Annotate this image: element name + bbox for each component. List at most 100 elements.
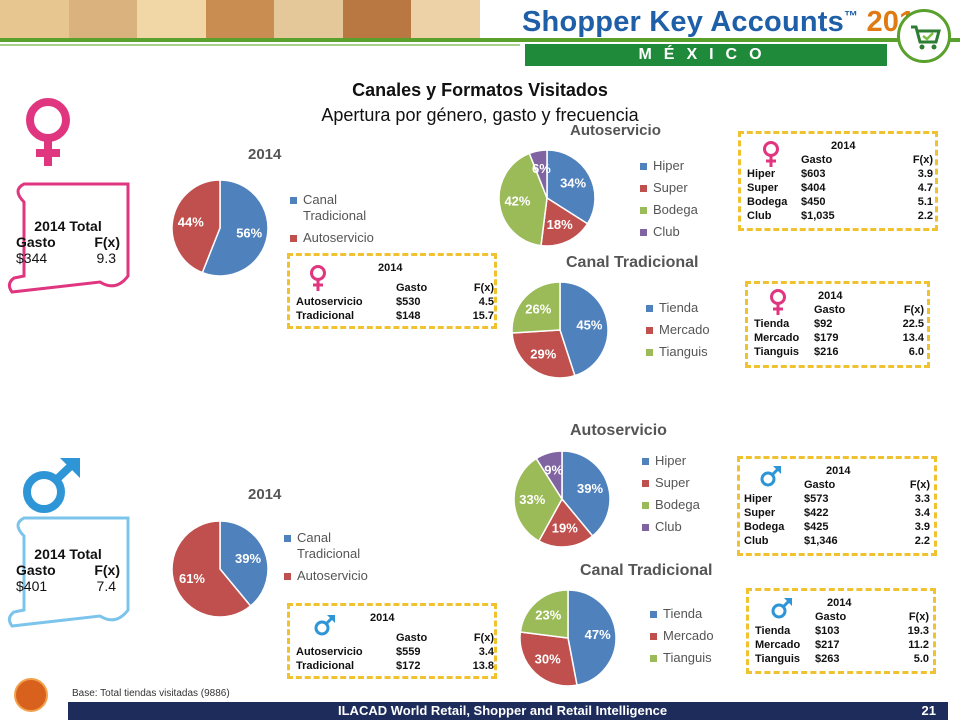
female-channel-spend-box: 2014 Gasto F(x) Autoservicio $530 4.5 Tradicio… xyxy=(287,253,497,329)
legend-label: Super xyxy=(655,475,690,490)
chart-title-female-tradicional: Canal Tradicional xyxy=(566,254,699,271)
male-channel-spend-box: 2014 Gasto F(x) Autoservicio $559 3.4 Tradicio… xyxy=(287,603,497,679)
pie-label-tienda: 47% xyxy=(585,627,611,642)
pie-slice-tianguis xyxy=(511,281,561,334)
female-symbol-icon xyxy=(770,289,786,315)
pie-label-mercado: 30% xyxy=(535,652,561,667)
male-total-col-gasto: Gasto xyxy=(16,562,56,578)
spend-row-fx: 13.8 xyxy=(472,660,494,672)
spend-box-year: 2014 xyxy=(826,465,851,477)
legend-label: Mercado xyxy=(659,322,710,337)
chart-title-male-autoservicio: Autoservicio xyxy=(570,422,667,439)
legend-label: Tienda xyxy=(659,300,699,315)
legend-male-tradicional: Tienda Mercado Tianguis xyxy=(650,606,740,672)
legend-label: Hiper xyxy=(655,453,687,468)
legend-label: Autoservicio xyxy=(297,568,368,583)
pie-chart-male-channel: 39% 61% xyxy=(171,520,269,618)
spend-row-fx: 3.3 xyxy=(914,493,930,505)
male-tradicional-spend-box: 2014 Gasto F(x) Tienda $103 19.3 Mercado $217 11… xyxy=(746,588,936,674)
spend-row-gasto: $179 xyxy=(814,332,839,344)
legend-label: Mercado xyxy=(663,628,714,643)
legend-item-autoservicio: Autoservicio xyxy=(284,568,374,584)
spend-row-fx: 13.4 xyxy=(902,332,924,344)
spend-row-label: Hiper xyxy=(744,493,773,505)
spend-row-gasto: $1,035 xyxy=(801,210,835,222)
legend-item-bodega: Bodega xyxy=(640,202,730,218)
spend-row-fx: 4.7 xyxy=(917,182,933,194)
legend-item-bodega: Bodega xyxy=(642,497,732,513)
spend-row-label: Tianguis xyxy=(754,346,800,358)
pie-label-canal-tradicional: 39% xyxy=(235,551,261,566)
male-total-fx: 7.4 xyxy=(96,578,116,594)
legend-swatch xyxy=(640,185,647,192)
page-number: 21 xyxy=(921,703,936,718)
spend-row-label: Bodega xyxy=(747,196,788,208)
spend-row-gasto: $559 xyxy=(396,646,421,658)
legend-label: Tianguis xyxy=(659,344,708,359)
spend-table-header: Gasto xyxy=(801,154,833,166)
male-symbol-icon xyxy=(760,466,781,487)
male-total-col-fx: F(x) xyxy=(94,562,120,578)
pie-slice-mercado xyxy=(511,329,576,379)
spend-table-header xyxy=(747,154,801,166)
spend-row-gasto: $103 xyxy=(815,625,840,637)
pie-slice-autoservicio xyxy=(171,179,221,274)
legend-item-super: Super xyxy=(642,475,732,491)
header-photo-strip xyxy=(0,0,481,38)
pie-slice-tianguis xyxy=(519,589,569,639)
chart-title-female-2014: 2014 xyxy=(248,146,282,163)
header-photo-1 xyxy=(68,0,138,38)
legend-swatch xyxy=(640,207,647,214)
spend-box-year: 2014 xyxy=(831,140,856,152)
spend-row-gasto: $148 xyxy=(396,310,421,322)
spend-row-gasto: $217 xyxy=(815,639,840,651)
pie-slice-canal-tradicional xyxy=(201,179,269,277)
spend-table: Gasto F(x) Hiper $603 3.9 Super $404 4.7 Bodega $… xyxy=(747,154,933,222)
spend-table-header: Gasto xyxy=(814,304,846,316)
spend-row-gasto: $450 xyxy=(801,196,826,208)
spend-row-gasto: $263 xyxy=(815,653,840,665)
male-total-title: 2014 Total xyxy=(34,546,102,562)
brand-tm: ™ xyxy=(843,7,859,24)
legend-female-channel: Canal Tradicional Autoservicio xyxy=(290,192,380,252)
spend-row-gasto: $422 xyxy=(804,507,829,519)
spend-table-header: F(x) xyxy=(908,611,929,623)
spend-row-label: Tradicional xyxy=(296,660,355,672)
pie-label-bodega: 33% xyxy=(519,492,545,507)
spend-row-gasto: $404 xyxy=(801,182,826,194)
header-divider-light xyxy=(0,44,520,46)
female-total-gasto: $344 xyxy=(16,250,48,266)
spend-box-year: 2014 xyxy=(378,262,403,274)
spend-row-gasto: $216 xyxy=(814,346,839,358)
pie-slice-club xyxy=(528,149,548,199)
legend-swatch xyxy=(642,502,649,509)
pie-slice-canal-tradicional xyxy=(219,520,269,608)
legend-male-autoservicio: Hiper Super Bodega Club xyxy=(642,453,732,541)
legend-item-hiper: Hiper xyxy=(640,158,730,174)
pie-label-club: 6% xyxy=(532,161,551,176)
legend-swatch xyxy=(646,349,653,356)
spend-row-label: Super xyxy=(747,182,779,194)
legend-item-hiper: Hiper xyxy=(642,453,732,469)
legend-female-autoservicio: Hiper Super Bodega Club xyxy=(640,158,730,246)
spend-row-gasto: $603 xyxy=(801,168,826,180)
pie-label-club: 9% xyxy=(544,462,563,477)
legend-swatch xyxy=(650,633,657,640)
legend-swatch xyxy=(646,327,653,334)
male-total-gasto: $401 xyxy=(16,578,48,594)
spend-table: Gasto F(x) Autoservicio $530 4.5 Tradicional $… xyxy=(296,282,494,322)
spend-row-fx: 19.3 xyxy=(907,625,929,637)
header-photo-2 xyxy=(137,0,206,38)
spend-row-fx: 2.2 xyxy=(914,535,930,547)
spend-row-fx: 6.0 xyxy=(908,346,924,358)
pie-label-super: 18% xyxy=(547,217,573,232)
page-title: Canales y Formatos Visitados xyxy=(352,80,608,100)
legend-swatch xyxy=(642,458,649,465)
pie-label-mercado: 29% xyxy=(530,347,556,362)
legend-swatch xyxy=(650,611,657,618)
shopping-cart-logo-icon xyxy=(897,9,951,63)
pie-slice-hiper xyxy=(561,450,611,538)
male-symbol-icon xyxy=(771,598,792,619)
chart-title-male-tradicional: Canal Tradicional xyxy=(580,562,713,579)
spend-row-label: Mercado xyxy=(755,639,801,651)
